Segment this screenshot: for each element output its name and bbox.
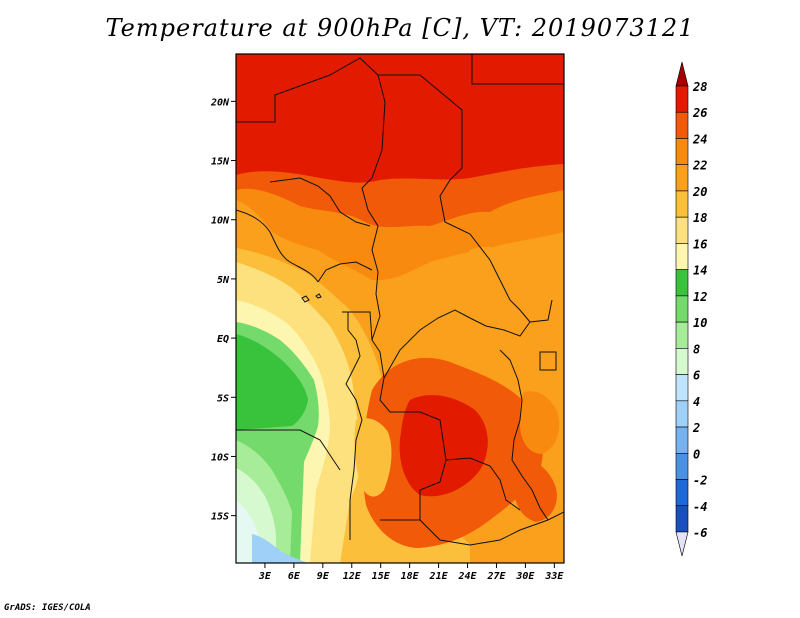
y-tick-label: 10S <box>211 452 229 463</box>
colorbar-label: -6 <box>693 526 707 540</box>
x-tick-label: 12E <box>343 571 362 582</box>
band-14-16-core <box>236 334 308 430</box>
x-tick-label: 6E <box>288 571 301 582</box>
country-borders <box>236 54 564 546</box>
colorbar-swatch <box>675 216 689 244</box>
colorbar-swatch <box>675 164 689 192</box>
colorbar-swatch <box>675 111 689 139</box>
y-tick-label: 15N <box>211 157 230 168</box>
colorbar-top-arrow <box>675 61 689 87</box>
temperature-field <box>236 54 564 563</box>
colorbar-label: 10 <box>693 316 707 330</box>
x-tick-label: 33E <box>544 571 564 582</box>
x-tick-label: 3E <box>258 571 272 582</box>
colorbar-label: 12 <box>693 290 707 304</box>
colorbar-swatch <box>675 243 689 270</box>
y-tick-label: 5N <box>217 275 230 286</box>
highlands-east <box>463 246 524 322</box>
x-tick-label: 15E <box>372 571 391 582</box>
south-east-hot <box>514 459 557 522</box>
credit-label: GrADS: IGES/COLA <box>4 603 91 613</box>
colorbar-label: 18 <box>693 211 707 225</box>
x-tick-label: 18E <box>401 571 420 582</box>
colorbar-swatch <box>675 321 689 349</box>
x-tick-label: 24E <box>457 571 477 582</box>
band-6-8 <box>252 534 308 563</box>
colorbar-label: 2 <box>692 421 700 435</box>
colorbar-swatch <box>675 348 689 375</box>
colorbar-label: 8 <box>693 342 700 356</box>
colorbar-swatch <box>675 190 689 218</box>
colorbar-swatch <box>675 269 689 297</box>
colorbar-swatch <box>675 505 689 533</box>
y-axis: 20N 15N 10N 5N EQ 5S 10S 15S <box>210 97 236 523</box>
colorbar-label: 24 <box>692 132 707 146</box>
colorbar-label: 6 <box>693 369 700 383</box>
x-tick-label: 27E <box>486 571 506 582</box>
colorbar-label: 4 <box>693 395 700 409</box>
colorbar-label: 14 <box>693 264 707 278</box>
colorbar-label: 16 <box>693 237 707 251</box>
x-tick-label: 9E <box>317 571 330 582</box>
plot-frame <box>235 53 565 564</box>
colorbar-label: 0 <box>693 447 700 461</box>
y-tick-label: EQ <box>217 334 229 345</box>
colorbar-label: 28 <box>692 80 707 94</box>
colorbar-swatch <box>675 452 689 480</box>
colorbar-label: 22 <box>692 159 707 173</box>
lake-region <box>520 391 560 454</box>
chart-title: Temperature at 900hPa [C], VT: 201907312… <box>105 14 695 42</box>
colorbar-swatch <box>675 85 689 113</box>
cool-ridge <box>354 418 392 497</box>
colorbar-swatch <box>675 295 689 323</box>
colorbar-bottom-arrow <box>675 531 689 557</box>
y-tick-label: 10N <box>211 216 230 227</box>
x-axis: 3E 6E 9E 12E 15E 18E 21E 24E 27E 30E 33E <box>258 563 564 582</box>
colorbar-label: 20 <box>692 185 707 199</box>
x-tick-label: 30E <box>515 571 535 582</box>
y-tick-label: 5S <box>217 393 229 404</box>
colorbar-swatch <box>675 479 689 507</box>
colorbar-label: 26 <box>692 106 707 120</box>
colorbar-swatch <box>675 138 689 166</box>
x-tick-label: 21E <box>429 571 449 582</box>
colorbar-swatch <box>675 374 689 402</box>
colorbar-label: -2 <box>693 474 707 488</box>
colorbar-swatch <box>675 400 689 428</box>
colorbar-label: -4 <box>693 500 707 514</box>
y-tick-label: 15S <box>211 512 229 523</box>
y-tick-label: 20N <box>210 97 230 108</box>
colorbar-swatch <box>675 426 689 454</box>
